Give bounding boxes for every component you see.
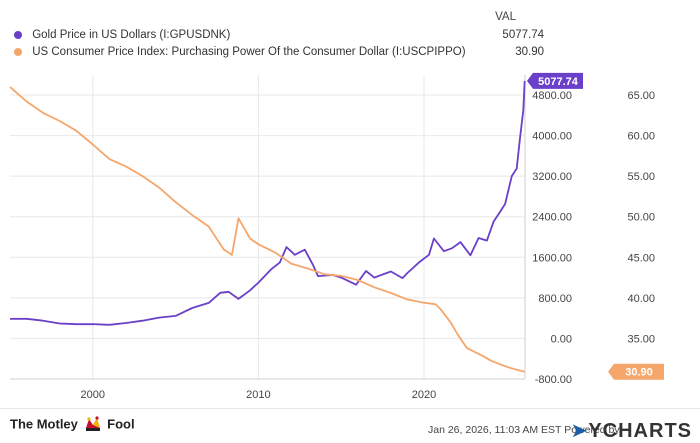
right-axis-tick-label: 65.00 [627,90,655,102]
left-axis-tick-label: 2400.00 [532,212,572,224]
left-axis-tick-label: 800.00 [538,293,572,305]
left-axis-tick-label: 0.00 [551,333,572,345]
cpi-purchasing-power-line [9,86,525,373]
timestamp: Jan 26, 2026, 11:03 AM EST Powered by [428,424,620,436]
brand-text-right: Fool [107,416,135,432]
legend-label-gold: Gold Price in US Dollars (I:GPUSDNK) [32,29,231,41]
jester-hat-icon [85,416,100,431]
ycharts-wordmark: ➤YCHARTS [571,420,692,442]
right-axis-tick-label: 50.00 [627,212,655,224]
left-axis-tick-label: 4800.00 [532,90,572,102]
right-axis-tick-label: 40.00 [627,293,655,305]
legend-value-gold: 5077.74 [502,29,544,41]
legend-value-cpi: 30.90 [515,46,544,58]
right-axis-tick-label: 45.00 [627,252,655,264]
right-axis-tick-label: 35.00 [627,333,655,345]
value-column-header: VAL [495,11,516,23]
cpi-end-value-flag-label: 30.90 [625,367,653,379]
ycharts-logo: ➤YCHARTS [571,418,692,443]
legend-item-gold: Gold Price in US Dollars (I:GPUSDNK) 507… [14,27,544,43]
x-tick-label: 2010 [246,389,270,401]
line-chart: 2000 2010 2020 4800.00 4000.00 3200.00 2400.00… [9,72,664,401]
legend-item-cpi: US Consumer Price Index: Purchasing Powe… [14,44,544,60]
left-axis-tick-label: 4000.00 [532,131,572,143]
left-axis-tick-label: 3200.00 [532,171,572,183]
gold-price-line [9,80,526,326]
gold-series-dot [14,31,22,39]
footer-divider [0,408,700,409]
ycharts-text: YCHARTS [588,420,692,442]
right-axis-tick-label: 60.00 [627,131,655,143]
left-axis-tick-label: 1600.00 [532,252,572,264]
gold-end-value-flag [527,72,583,89]
cpi-series-dot [14,48,22,56]
cpi-end-value-flag [608,363,664,380]
left-axis-tick-label: -800.00 [535,374,572,386]
ycharts-y-icon: ➤ [570,420,589,442]
legend-label-cpi: US Consumer Price Index: Purchasing Powe… [32,46,466,58]
x-tick-label: 2020 [412,389,436,401]
brand-text-left: The Motley [10,416,78,432]
x-tick-label: 2000 [81,389,105,401]
right-axis-tick-label: 55.00 [627,171,655,183]
gold-end-value-flag-label: 5077.74 [538,76,579,88]
motley-fool-logo: The Motley Fool [10,416,135,434]
